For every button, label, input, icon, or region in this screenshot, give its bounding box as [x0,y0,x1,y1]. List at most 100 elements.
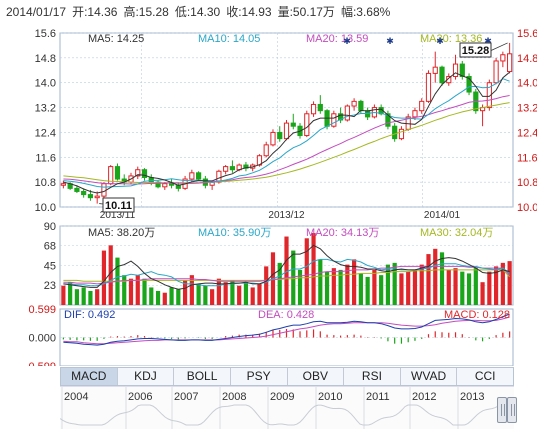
volume-bar [500,262,505,305]
tab-boll[interactable]: BOLL [174,368,231,385]
candle-body [94,195,100,199]
stock-chart[interactable]: 15.6 15.6 14.8 14.8 14.0 14.0 13.2 13.2 12.4 12.4… [0,0,537,366]
volume-bar [297,269,303,305]
candle-body [263,144,269,157]
volume-bar [81,287,86,305]
volume-bar [433,248,438,305]
volume-bar [237,285,242,305]
volume-bar [345,264,350,305]
candle-body [459,63,465,77]
volume-bar [142,278,147,305]
volume-bar [162,292,167,305]
range-handle-right[interactable] [507,397,517,423]
candle-body [101,183,107,197]
candle-body [283,122,290,140]
quote-close: 收:14.93 [226,5,272,19]
volume-bar [365,276,370,305]
candle-body [466,76,472,93]
volume-bar [108,245,113,305]
volume-bar [385,264,391,305]
candle-body [358,100,364,112]
price-ma30-line [63,102,510,184]
candle-body [351,100,357,107]
candle-body [290,122,296,127]
range-handle-left[interactable] [497,397,507,423]
volume-bar [257,283,262,305]
quote-low: 低:14.30 [174,5,221,19]
low-label-box [102,197,135,213]
volume-bar [74,289,79,305]
candle-body [223,166,229,172]
high-pointer-line [489,42,508,52]
quote-date: 2014/01/17 [6,5,67,19]
candle-body [331,113,337,127]
volume-bar [155,290,161,305]
volume-bar [223,282,228,305]
price-right-tick-label: 14.0 [517,78,537,90]
tab-rsi[interactable]: RSI [344,368,401,385]
candle-body [337,113,344,121]
timeline-year-label: 2012 [412,391,437,403]
timeline-history-sparkline [59,387,514,429]
time-range-navigator[interactable]: 2004 2006 2007 2008 2009 2010 2011 2012 2013 [59,386,517,429]
price-left-tick-label: 11.6 [35,152,56,164]
volume-bar [331,268,336,305]
volume-bar [243,282,249,305]
quote-volume: 量:50.17万 [277,5,335,19]
quote-high: 高:15.28 [123,5,169,19]
volume-bar [311,233,316,305]
event-star-marker: ✱ [484,36,492,46]
volume-bar [379,275,384,305]
price-ma-legend-10: MA10: 14.05 [198,33,260,45]
quote-amplitude: 幅:3.68% [340,5,391,19]
volume-bar [196,283,201,305]
price-left-tick-label: 15.6 [35,28,56,40]
candle-body [162,183,168,188]
candle-body [196,172,202,180]
price-left-tick-label: 13.2 [35,103,56,115]
volume-ma10-line [63,258,510,287]
macd-dif-line [63,313,510,346]
candle-body [392,125,398,140]
tab-obv[interactable]: OBV [288,368,345,385]
price-left-tick-label: 10.0 [35,202,56,214]
volume-bar [169,287,174,305]
timeline-year-label: 2004 [64,391,89,403]
volume-bar [399,273,404,305]
event-star-marker: ✱ [386,36,394,46]
volume-bar [487,271,492,305]
price-ma-legend-30: MA30: 13.36 [420,33,482,45]
volume-bar [494,266,499,305]
timeline-year-label: 2008 [222,391,247,403]
volume-bar [128,278,134,305]
volume-bar [419,264,424,305]
candle-body [141,169,148,178]
tab-psy[interactable]: PSY [231,368,288,385]
volume-tick-label: 90 [44,221,56,233]
timeline-year-label: 2006 [128,391,153,403]
volume-bar [446,269,451,305]
volume-bar [291,250,296,305]
price-left-tick-label: 10.8 [35,177,56,189]
timeline-year-label: 2009 [270,391,295,403]
price-ma-legend-20: MA20: 13.59 [306,33,368,45]
price-right-tick-label: 10.0 [517,202,537,214]
volume-bar [358,273,363,305]
candle-body [486,82,492,109]
tab-kdj[interactable]: KDJ [118,368,175,385]
tab-macd[interactable]: MACD [61,368,118,385]
volume-bar [68,282,73,305]
event-star-marker: ✱ [343,36,351,46]
candle-body [507,53,513,73]
high-label-box [459,42,492,58]
volume-bar [392,262,397,305]
candle-body [114,166,121,180]
candle-body [419,100,425,112]
volume-bar [277,262,282,305]
tab-cci[interactable]: CCI [474,369,496,383]
volume-ma-legend-20: MA20: 34.13万 [306,227,379,239]
candle-body [60,183,66,186]
tab-wvad[interactable]: WVAD [401,368,458,385]
timeline-year-label: 2011 [366,391,390,403]
volume-bar [473,268,478,305]
